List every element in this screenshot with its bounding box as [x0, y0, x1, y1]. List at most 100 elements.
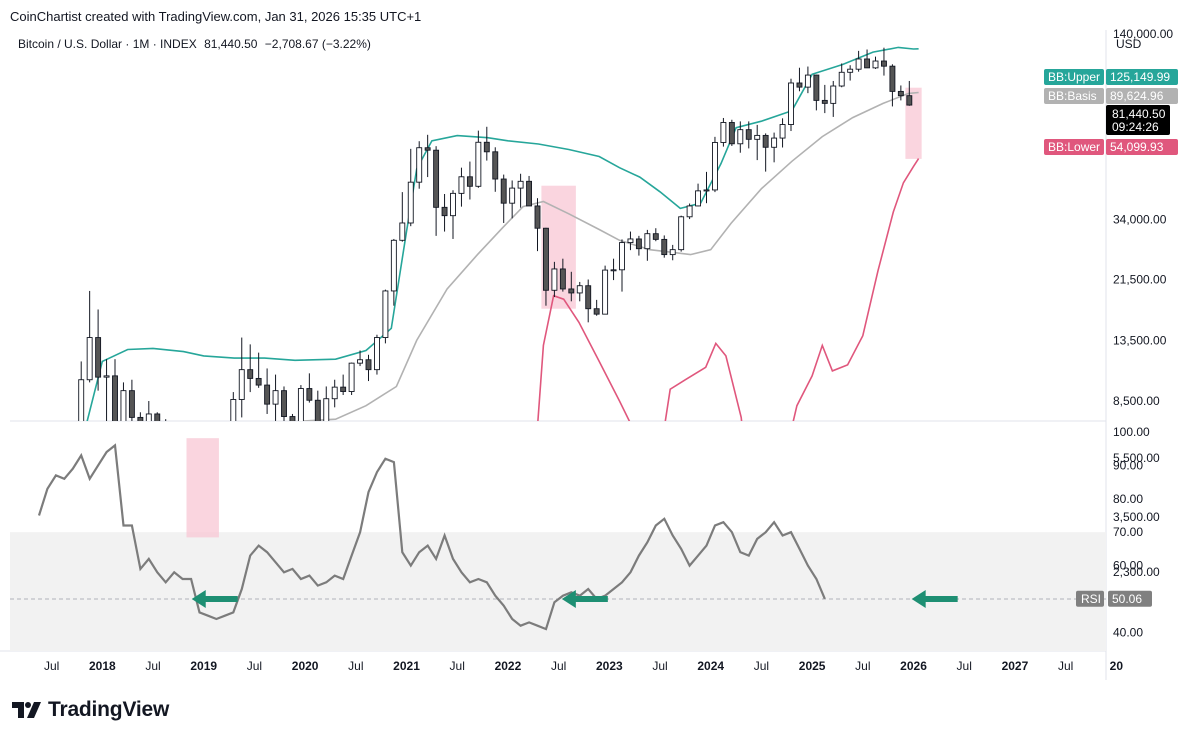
candle-bull [804, 74, 811, 88]
candle-bull [374, 337, 380, 371]
arrow-shape [561, 590, 608, 608]
candle-bear [906, 95, 913, 106]
badge-basis-value: 89,624.96 [1110, 89, 1164, 103]
badge-lower-name-bg [1044, 139, 1104, 155]
candle-bull [847, 68, 854, 73]
badge-lower-value: 54,099.93 [1110, 140, 1164, 154]
last-price: 81,440.50 [204, 37, 258, 51]
rsi-band-layer [10, 532, 1106, 651]
candle-bull [509, 187, 516, 204]
rsi-band [10, 532, 1106, 599]
candle-bull [686, 205, 693, 218]
candle-bull [669, 249, 676, 256]
price-tick-label: 3,500.00 [1113, 510, 1160, 524]
time-tick-label: Jul [1058, 659, 1073, 673]
price-change: −2,708.67 (−3.22%) [264, 37, 371, 51]
candle-bear [661, 238, 668, 256]
time-tick-label: Jul [551, 659, 566, 673]
candle-bull [103, 375, 110, 378]
candle-bull [720, 122, 727, 143]
rsi-value-label: 50.06 [1112, 592, 1142, 606]
time-tick-label: 2021 [393, 659, 420, 673]
candle-bear [255, 377, 262, 386]
rsi-layer [37, 443, 826, 631]
candle-bull [517, 180, 524, 189]
candle-bear [745, 129, 752, 140]
candle-bull [644, 233, 651, 250]
candle-bull [331, 386, 338, 400]
rsi-arrow-3 [911, 590, 958, 608]
candle-bear [889, 65, 896, 92]
rsi-tick-label: 100.00 [1113, 425, 1150, 439]
candle-bull [222, 463, 227, 497]
candle-bear [881, 60, 887, 67]
symbol-name[interactable]: Bitcoin / U.S. Dollar · 1M · INDEX [18, 37, 197, 51]
candle-bear [466, 176, 473, 187]
candle-bull [407, 181, 414, 224]
badge-upper-value-bg [1106, 69, 1178, 85]
candle-bull [576, 285, 583, 294]
candle-bull [238, 369, 245, 400]
candle-bear [247, 369, 254, 379]
candlestick-layer[interactable] [36, 47, 913, 601]
rsi-tick-label: 70.00 [1113, 525, 1143, 539]
time-tick-label: Jul [44, 659, 59, 673]
candle-bull [382, 290, 389, 339]
candle-bear [728, 122, 735, 145]
tradingview-footer[interactable]: TradingView [12, 698, 169, 722]
candle-bull [416, 147, 423, 183]
candle-bear [559, 268, 566, 290]
rsi-line [37, 443, 826, 631]
candle-bear [154, 413, 161, 421]
rsi-value-badge [1108, 590, 1152, 607]
candle-bear [163, 426, 168, 434]
time-tick-label: 2020 [292, 659, 319, 673]
candle-bear [314, 399, 321, 421]
candle-bear [281, 390, 287, 417]
time-tick-label: 2026 [900, 659, 927, 673]
candle-bull [70, 437, 75, 488]
candle-bear [365, 359, 372, 371]
candle-bear [762, 134, 769, 148]
candle-bear [264, 384, 271, 405]
candle-bull [399, 222, 406, 241]
bb-lower-line [537, 158, 920, 421]
rsi-tick-label: 60.00 [1113, 559, 1143, 573]
candle-bull [390, 239, 397, 292]
time-tick-label: Jul [652, 659, 667, 673]
candle-bull [771, 137, 778, 148]
badge-basis-name: BB:Basis [1048, 89, 1097, 103]
symbol-legend: Bitcoin / U.S. Dollar · 1M · INDEX 81,44… [18, 37, 375, 51]
candle-bear [340, 386, 347, 392]
candle-bull [703, 189, 710, 192]
rsi-name-badge [1076, 590, 1104, 607]
candle-bear [289, 416, 296, 421]
candle-bear [864, 58, 871, 69]
time-tick-label: Jul [754, 659, 769, 673]
candle-bull [830, 85, 837, 104]
candle-bear [897, 90, 904, 97]
candle-bear [483, 141, 490, 153]
candle-bull [737, 129, 744, 145]
badge-basis-value-bg [1106, 88, 1178, 104]
candle-bull [145, 413, 152, 421]
price-tick-label: 140,000.00 [1113, 27, 1173, 41]
candle-bear [821, 99, 828, 104]
candle-bull [450, 192, 456, 217]
badge-last-bg [1106, 105, 1170, 135]
candle-bull [230, 399, 237, 421]
rsi-tick-label: 40.00 [1113, 625, 1143, 639]
candle-bull [272, 390, 279, 405]
time-tick-label: Jul [247, 659, 262, 673]
price-tick-label: 34,000.00 [1113, 212, 1167, 226]
candle-bear [635, 238, 642, 250]
time-tick-label: 2025 [799, 659, 826, 673]
badge-layer: BB:Upper 125,149.99 BB:Basis 89,624.96 81,44… [1044, 69, 1178, 155]
candle-bull [838, 71, 845, 87]
candle-bear [112, 375, 118, 421]
candle-bull [120, 390, 127, 421]
time-tick-label: 2022 [495, 659, 522, 673]
price-tick-label: 8,500.00 [1113, 394, 1160, 408]
currency-label: USD [1116, 37, 1142, 51]
